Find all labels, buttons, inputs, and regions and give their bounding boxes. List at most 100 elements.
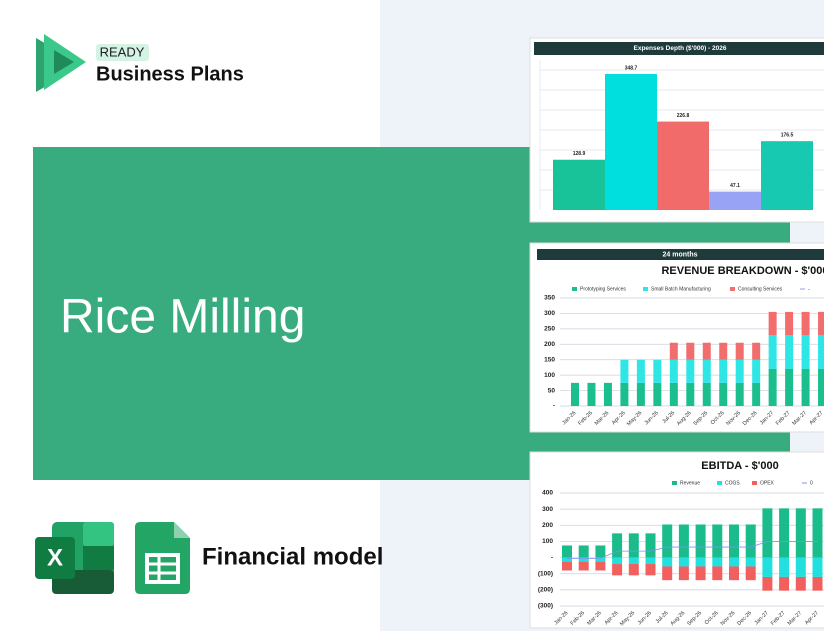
bar-segment	[762, 576, 773, 591]
value-label: 226.8	[677, 113, 690, 119]
card-header	[534, 42, 824, 55]
bar-segment	[695, 566, 706, 581]
bar-segment	[686, 382, 695, 406]
bar-segment	[669, 359, 678, 383]
y-tick-label: (100)	[538, 570, 553, 577]
chart-subtitle: 24 months	[662, 251, 697, 258]
bar-segment	[801, 311, 810, 336]
legend-swatch	[572, 287, 577, 291]
legend-swatch	[730, 287, 735, 291]
page-title: Rice Milling	[60, 291, 305, 344]
bar-segment	[812, 576, 823, 591]
bar-segment	[768, 311, 777, 336]
bar-segment	[801, 335, 810, 369]
bar-segment	[571, 382, 579, 406]
bar-segment	[578, 545, 589, 558]
legend-label: -	[808, 286, 810, 292]
legend-swatch	[717, 481, 722, 485]
bar	[553, 159, 605, 210]
legend-label: 0	[810, 480, 813, 486]
bar-segment	[729, 566, 739, 581]
svg-text:X: X	[47, 544, 63, 571]
bar-segment	[678, 557, 689, 567]
chart-title: REVENUE BREAKDOWN - $'000	[661, 265, 824, 277]
bar-segment	[562, 557, 572, 562]
bar-segment	[818, 311, 824, 336]
bar-segment	[645, 564, 656, 576]
bar-segment	[779, 576, 790, 591]
bar-segment	[686, 359, 695, 383]
bar-segment	[785, 368, 794, 406]
bar-segment	[795, 557, 806, 577]
value-label: 128.9	[573, 151, 586, 157]
bar-segment	[612, 564, 623, 576]
y-tick-label: (200)	[538, 587, 553, 594]
y-tick-label: 200	[542, 522, 553, 529]
brand: Business Plans	[96, 63, 244, 85]
bar-segment	[785, 311, 794, 336]
bar-segment	[603, 382, 612, 406]
y-tick-label: 100	[542, 538, 553, 545]
bar-segment	[752, 342, 761, 360]
y-tick-label: -	[551, 554, 553, 561]
bar-segment	[578, 561, 589, 571]
bar	[605, 74, 657, 210]
bar-segment	[662, 524, 673, 558]
bar-segment	[818, 335, 824, 369]
bar-segment	[628, 533, 639, 558]
line	[567, 541, 818, 559]
bar-segment	[752, 382, 761, 406]
bar-segment	[653, 382, 662, 406]
bar-segment	[702, 359, 711, 383]
bar-segment	[636, 359, 645, 383]
y-tick-label: 400	[542, 490, 553, 497]
bar-segment	[669, 382, 678, 406]
legend-swatch	[752, 481, 757, 485]
footer-label: Financial model	[202, 543, 383, 570]
value-label: 348.7	[625, 65, 638, 71]
bar-segment	[735, 382, 744, 406]
bar-segment	[719, 359, 728, 383]
logo	[36, 34, 86, 92]
bar-segment	[562, 561, 572, 571]
y-tick-label: 200	[544, 341, 555, 348]
bar-segment	[768, 368, 777, 406]
bar-segment	[801, 368, 810, 406]
bar-segment	[729, 524, 739, 558]
bar-segment	[752, 359, 761, 383]
legend-label: Prototyping Services	[580, 286, 626, 292]
bar-segment	[812, 557, 823, 577]
bar-segment	[636, 382, 645, 406]
bar-segment	[620, 382, 629, 406]
y-tick-label: (300)	[538, 603, 553, 610]
legend-label: OPEX	[760, 480, 775, 486]
bar-segment	[695, 524, 706, 558]
legend-label: Consulting Services	[738, 286, 783, 292]
bar-segment	[719, 342, 728, 360]
excel-icon: X	[35, 522, 114, 594]
bar	[657, 121, 709, 210]
chart-title: Expenses Depth ($'000) - 2026	[634, 45, 727, 52]
badge: READY	[100, 44, 145, 59]
bar-segment	[686, 342, 695, 360]
sheets-icon	[135, 522, 190, 594]
value-label: 176.5	[781, 132, 794, 138]
bar-segment	[729, 557, 739, 567]
bar-segment	[669, 342, 678, 360]
bar-segment	[712, 566, 723, 581]
bar-segment	[587, 382, 596, 406]
y-tick-label: 300	[544, 310, 555, 317]
chart-title: EBITDA - $'000	[701, 460, 778, 472]
bar-segment	[745, 557, 756, 567]
bar-segment	[595, 561, 606, 571]
bar-segment	[735, 359, 744, 383]
legend-label: Small Batch Manufacturing	[651, 286, 711, 292]
bar-segment	[812, 508, 823, 558]
bar	[761, 141, 813, 210]
y-tick-label: -	[553, 403, 555, 410]
legend-label: Revenue	[680, 480, 700, 486]
bar-segment	[795, 576, 806, 591]
bar-segment	[795, 508, 806, 558]
